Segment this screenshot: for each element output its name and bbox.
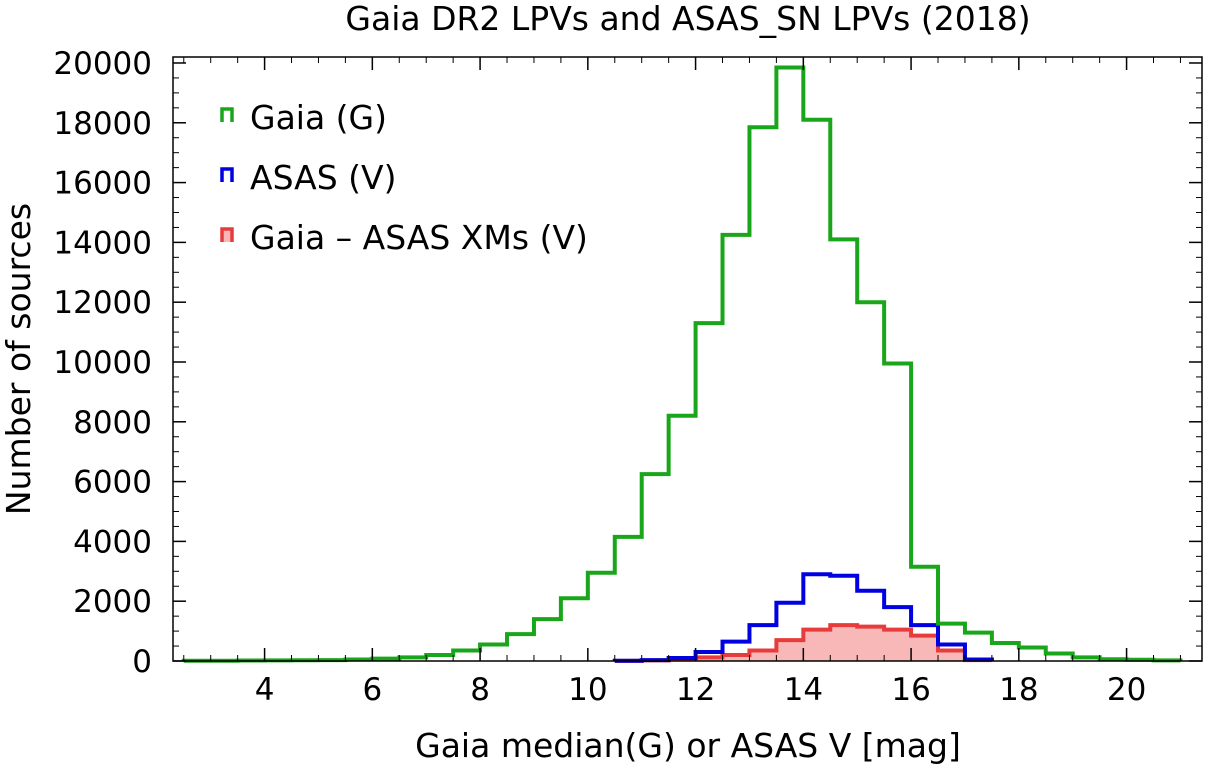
legend-swatch [220,167,234,182]
x-tick-label: 8 [470,672,490,708]
y-tick-label: 10000 [53,345,152,381]
legend-swatch-fill [222,229,232,242]
y-tick-label: 12000 [53,285,152,321]
y-tick-label: 14000 [53,225,152,261]
x-tick-label: 14 [784,672,823,708]
y-tick-label: 20000 [53,46,152,82]
chart-title: Gaia DR2 LPVs and ASAS_SN LPVs (2018) [345,0,1030,38]
series-gaia-asas-xms-v-fill [614,625,992,661]
legend: Gaia (G) ASAS (V) Gaia – ASAS XMs (V) [220,98,588,257]
x-tick-label: 16 [891,672,930,708]
y-tick-label: 8000 [73,405,152,441]
legend-label: Gaia (G) [250,98,387,137]
x-tick-label: 10 [568,672,607,708]
legend-label: Gaia – ASAS XMs (V) [250,218,588,257]
y-tick-label: 4000 [73,524,152,560]
legend-label: ASAS (V) [250,158,396,197]
y-axis-label: Number of sources [0,203,38,515]
x-tick-label: 20 [1107,672,1146,708]
y-tick-label: 0 [132,644,152,680]
legend-swatch [220,107,234,122]
legend-swatch [220,227,234,242]
x-tick-label: 12 [676,672,715,708]
x-axis-label: Gaia median(G) or ASAS V [mag] [415,726,961,765]
y-tick-label: 2000 [73,584,152,620]
ticks-layer: 4 6 8 10 12 14 16 18 20 0 2000 4000 6000 8000 10000 120… [53,46,1202,708]
y-tick-label: 16000 [53,166,152,202]
legend-item: ASAS (V) [220,158,396,197]
x-tick-label: 18 [999,672,1038,708]
y-tick-label: 6000 [73,465,152,501]
x-tick-label: 4 [255,672,275,708]
legend-item: Gaia – ASAS XMs (V) [220,218,588,257]
y-tick-label: 18000 [53,106,152,142]
plot-frame [172,56,1203,662]
legend-item: Gaia (G) [220,98,387,137]
series-gaia-g-line [181,65,1183,663]
x-tick-label: 6 [362,672,382,708]
series-layer [181,65,1183,663]
